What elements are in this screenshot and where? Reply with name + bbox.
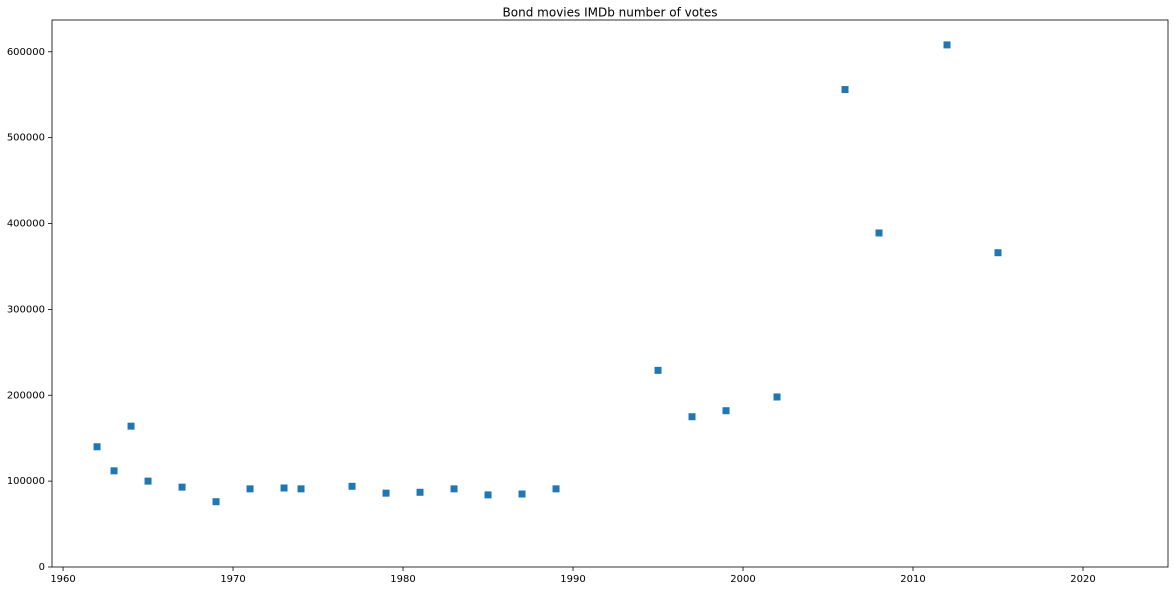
point [93, 443, 101, 451]
x-tick-label: 1970 [220, 574, 245, 585]
x-tick-label: 1990 [560, 574, 585, 585]
y-tick-label: 0 [39, 562, 45, 573]
point [416, 488, 424, 496]
point [994, 249, 1002, 257]
y-tick-label: 100000 [7, 476, 45, 487]
point [518, 490, 526, 498]
x-tick-label: 2020 [1070, 574, 1095, 585]
point [297, 485, 305, 493]
y-tick-label: 400000 [7, 219, 45, 230]
point [722, 407, 730, 415]
point [552, 485, 560, 493]
point [348, 482, 356, 490]
y-tick-label: 200000 [7, 390, 45, 401]
point [484, 491, 492, 499]
point [773, 393, 781, 401]
point [212, 498, 220, 506]
point [382, 489, 390, 497]
point [450, 485, 458, 493]
point [841, 86, 849, 94]
point [127, 422, 135, 430]
x-tick-label: 2000 [730, 574, 755, 585]
x-tick-label: 2010 [900, 574, 925, 585]
point [280, 484, 288, 492]
point [144, 477, 152, 485]
point [943, 41, 951, 49]
point [110, 467, 118, 475]
x-tick-label: 1960 [50, 574, 75, 585]
plot-frame [51, 19, 1169, 568]
x-tick-label: 1980 [390, 574, 415, 585]
point [688, 413, 696, 421]
chart-title: Bond movies IMDb number of votes [503, 6, 718, 20]
y-tick-label: 500000 [7, 133, 45, 144]
y-tick-label: 300000 [7, 304, 45, 315]
point [875, 229, 883, 237]
y-tick-label: 600000 [7, 47, 45, 58]
point [654, 366, 662, 374]
point [246, 485, 254, 493]
point [178, 483, 186, 491]
